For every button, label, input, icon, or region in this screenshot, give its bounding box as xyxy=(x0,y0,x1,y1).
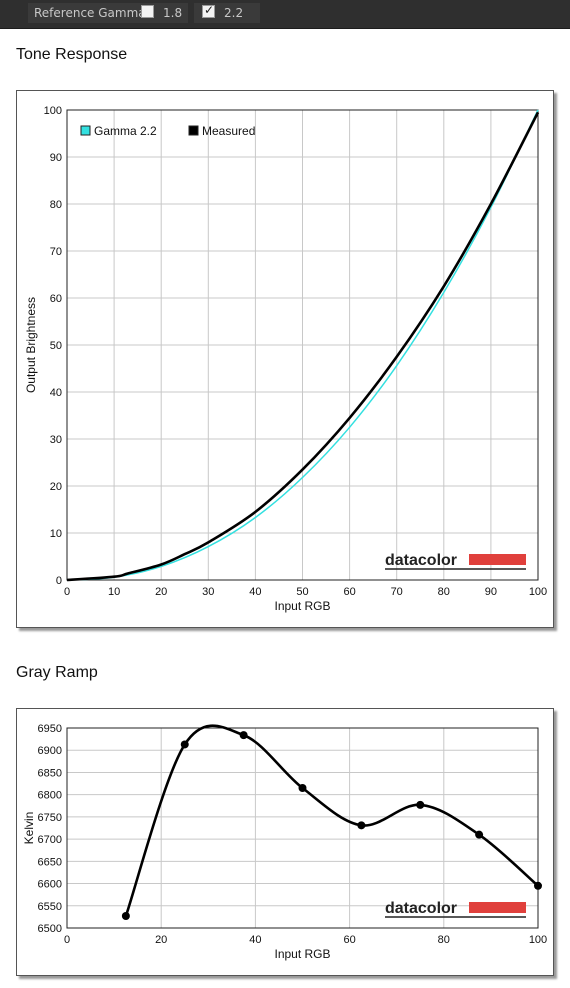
data-point xyxy=(534,881,542,890)
gamma-18-label: 1.8 xyxy=(163,6,183,20)
y-tick-label: 6850 xyxy=(38,767,62,779)
y-axis-label: Kelvin xyxy=(22,812,36,845)
x-tick-label: 80 xyxy=(438,586,450,598)
data-point xyxy=(475,830,484,839)
x-tick-label: 60 xyxy=(343,934,355,946)
data-point xyxy=(180,740,189,749)
datacolor-logo-text: datacolor xyxy=(385,552,457,569)
y-tick-label: 100 xyxy=(44,105,62,117)
y-tick-label: 90 xyxy=(50,152,62,164)
series-line-1 xyxy=(66,109,539,581)
y-tick-label: 10 xyxy=(50,528,62,540)
gamma-18-checkbox[interactable] xyxy=(141,5,154,18)
x-tick-label: 60 xyxy=(343,586,355,598)
tone-response-panel: 0 10 20 30 40 50 60 70 80 90 100 0 10 20 30 40 50 60 70 80 9… xyxy=(16,90,554,628)
y-tick-label: 80 xyxy=(50,199,62,211)
plot-frame xyxy=(66,109,539,581)
x-axis-label: Input RGB xyxy=(274,947,330,961)
data-point xyxy=(121,912,130,920)
y-tick-label: 50 xyxy=(50,340,62,352)
datacolor-logo-bar xyxy=(469,902,526,913)
toolbar: Reference Gamma: 1.8 ✓ 2.2 xyxy=(0,0,570,29)
gray-ramp-title: Gray Ramp xyxy=(16,664,98,681)
y-tick-label: 20 xyxy=(50,481,62,493)
data-point xyxy=(239,731,248,740)
y-tick-label: 30 xyxy=(50,434,62,446)
y-tick-label: 6900 xyxy=(38,745,62,757)
y-tick-label: 6500 xyxy=(38,923,62,935)
check-icon: ✓ xyxy=(204,3,215,17)
y-tick-label: 6800 xyxy=(38,790,62,802)
tone-response-chart: 0 10 20 30 40 50 60 70 80 90 100 0 10 20 30 40 50 60 70 80 9… xyxy=(24,105,547,613)
gamma-22-checkbox[interactable]: ✓ xyxy=(202,3,215,18)
series-line-1 xyxy=(124,724,539,917)
x-tick-label: 30 xyxy=(202,586,214,598)
data-point xyxy=(298,784,307,792)
x-tick-label: 20 xyxy=(155,586,167,598)
x-tick-label: 80 xyxy=(438,934,450,946)
y-tick-label: 70 xyxy=(50,246,62,258)
y-tick-label: 60 xyxy=(50,293,62,305)
y-tick-label: 6650 xyxy=(38,856,62,868)
y-axis-label: Output Brightness xyxy=(24,297,38,393)
y-tick-label: 6750 xyxy=(38,812,62,824)
x-tick-label: 10 xyxy=(108,586,120,598)
legend-label: Measured xyxy=(202,124,255,138)
datacolor-logo-text: datacolor xyxy=(385,900,457,917)
x-tick-label: 20 xyxy=(155,934,167,946)
x-axis-label: Input RGB xyxy=(274,599,330,613)
series-line-2 xyxy=(66,111,540,582)
x-tick-label: 90 xyxy=(485,586,497,598)
legend-label: Gamma 2.2 xyxy=(94,124,157,138)
data-point xyxy=(416,800,425,809)
y-tick-label: 6550 xyxy=(38,901,62,913)
data-point xyxy=(357,821,366,830)
x-tick-label: 0 xyxy=(64,934,70,946)
y-tick-label: 6700 xyxy=(38,834,62,846)
datacolor-logo-bar xyxy=(469,554,526,565)
y-tick-label: 0 xyxy=(56,575,62,587)
legend-swatch xyxy=(80,125,91,136)
y-tick-label: 6600 xyxy=(38,879,62,891)
y-tick-label: 6950 xyxy=(38,723,62,735)
gamma-22-label: 2.2 xyxy=(224,6,244,20)
x-tick-label: 0 xyxy=(64,586,70,598)
x-tick-label: 40 xyxy=(249,934,261,946)
tone-response-title: Tone Response xyxy=(16,46,128,63)
x-tick-label: 100 xyxy=(529,934,547,946)
reference-gamma-label: Reference Gamma: xyxy=(34,6,150,20)
gray-ramp-panel: 0 20 40 60 80 100 6500 6550 6600 6650 6700 6750 6800… xyxy=(16,708,554,976)
legend-swatch xyxy=(188,125,199,136)
plot-frame xyxy=(66,727,539,929)
x-tick-label: 70 xyxy=(391,586,403,598)
y-tick-label: 40 xyxy=(50,387,62,399)
x-tick-label: 50 xyxy=(296,586,308,598)
x-tick-label: 40 xyxy=(249,586,261,598)
gray-ramp-chart: 0 20 40 60 80 100 6500 6550 6600 6650 6700 6750 6800… xyxy=(22,723,547,961)
x-tick-label: 100 xyxy=(529,586,547,598)
